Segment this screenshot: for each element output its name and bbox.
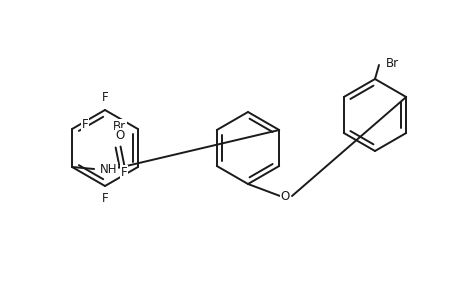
- Text: O: O: [115, 128, 124, 142]
- Text: F: F: [120, 166, 127, 178]
- Text: F: F: [101, 91, 108, 103]
- Text: Br: Br: [385, 56, 397, 70]
- Text: F: F: [101, 193, 108, 206]
- Text: Br: Br: [113, 119, 126, 133]
- Text: NH: NH: [100, 163, 118, 176]
- Text: O: O: [280, 190, 289, 202]
- Text: F: F: [82, 118, 88, 130]
